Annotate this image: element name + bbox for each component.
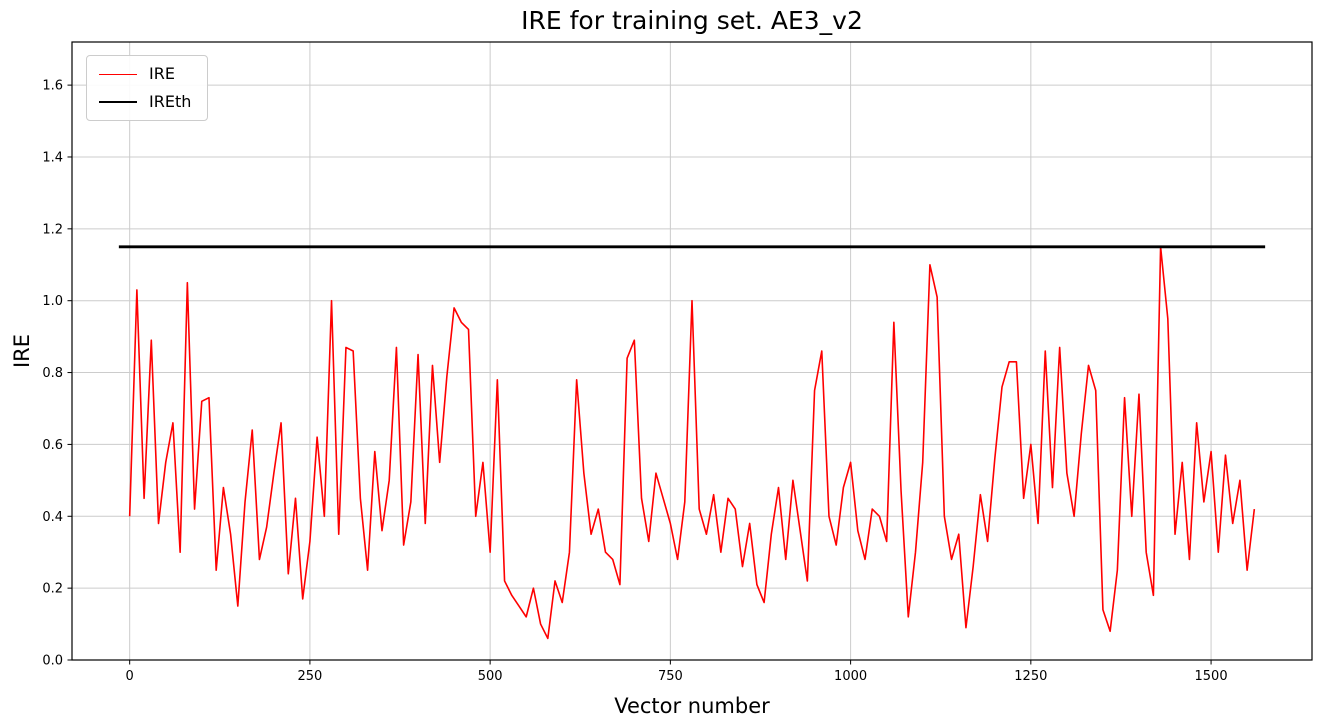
chart-title: IRE for training set. AE3_v2	[521, 6, 863, 35]
legend-label-ireth: IREth	[149, 92, 192, 111]
legend-entry-ire: IRE	[99, 66, 191, 82]
x-tick-label: 250	[297, 669, 322, 684]
y-tick-label: 1.2	[42, 222, 63, 237]
x-tick-label: 500	[478, 669, 503, 684]
x-tick-label: 0	[126, 669, 134, 684]
legend-label-ire: IRE	[149, 64, 175, 83]
legend-entry-ireth: IREth	[99, 94, 191, 110]
plot-border	[71, 41, 1313, 661]
y-tick-label: 0.2	[42, 582, 63, 597]
legend-line-swatch-ire	[99, 73, 137, 75]
x-tick-label: 1000	[834, 669, 867, 684]
x-tick-label: 1250	[1014, 669, 1047, 684]
y-tick-label: 0.0	[42, 654, 63, 669]
y-tick-label: 1.0	[42, 294, 63, 309]
legend-line-swatch-ireth	[99, 101, 137, 103]
x-axis-label: Vector number	[614, 694, 770, 718]
y-tick-label: 1.4	[42, 150, 63, 165]
y-tick-label: 0.6	[42, 438, 63, 453]
x-tick-label: 750	[658, 669, 683, 684]
series-line-ire	[128, 246, 1256, 640]
y-tick-label: 0.4	[42, 510, 63, 525]
y-tick-label: 1.6	[42, 79, 63, 94]
y-tick-label: 0.8	[42, 366, 63, 381]
legend: IRE IREth	[86, 55, 209, 121]
x-tick-label: 1500	[1195, 669, 1228, 684]
